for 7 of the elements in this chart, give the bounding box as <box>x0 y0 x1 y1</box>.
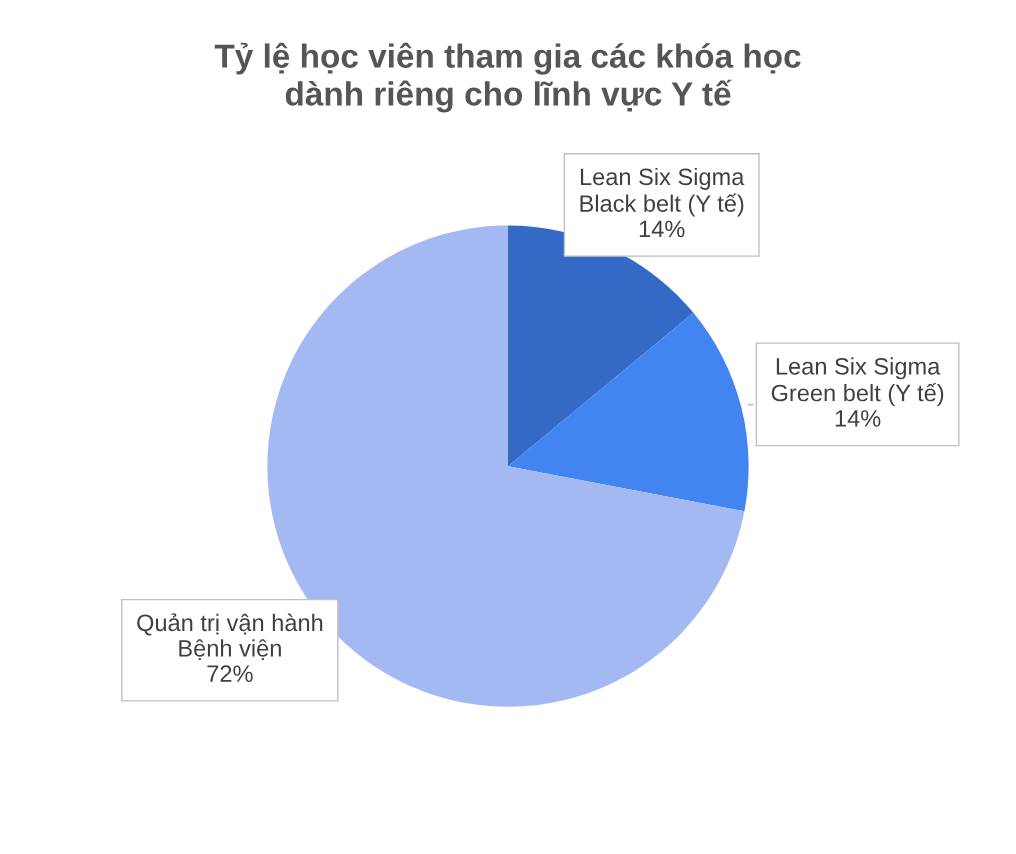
slice-label: Quản trị vận hành Bệnh viện <box>137 613 323 660</box>
data-label: 14% <box>639 220 685 238</box>
slice-label: Lean Six Sigma Black belt (Y tế) <box>580 167 745 217</box>
slice-label: Lean Six Sigma Green belt (Y tế) <box>771 357 944 407</box>
data-label: 14% <box>835 410 881 427</box>
data-label: 72% <box>207 665 253 682</box>
chart-title: Tỷ lệ học viên tham gia các khóa học dành riêng cho lĩnh vực Y tế <box>214 42 801 113</box>
